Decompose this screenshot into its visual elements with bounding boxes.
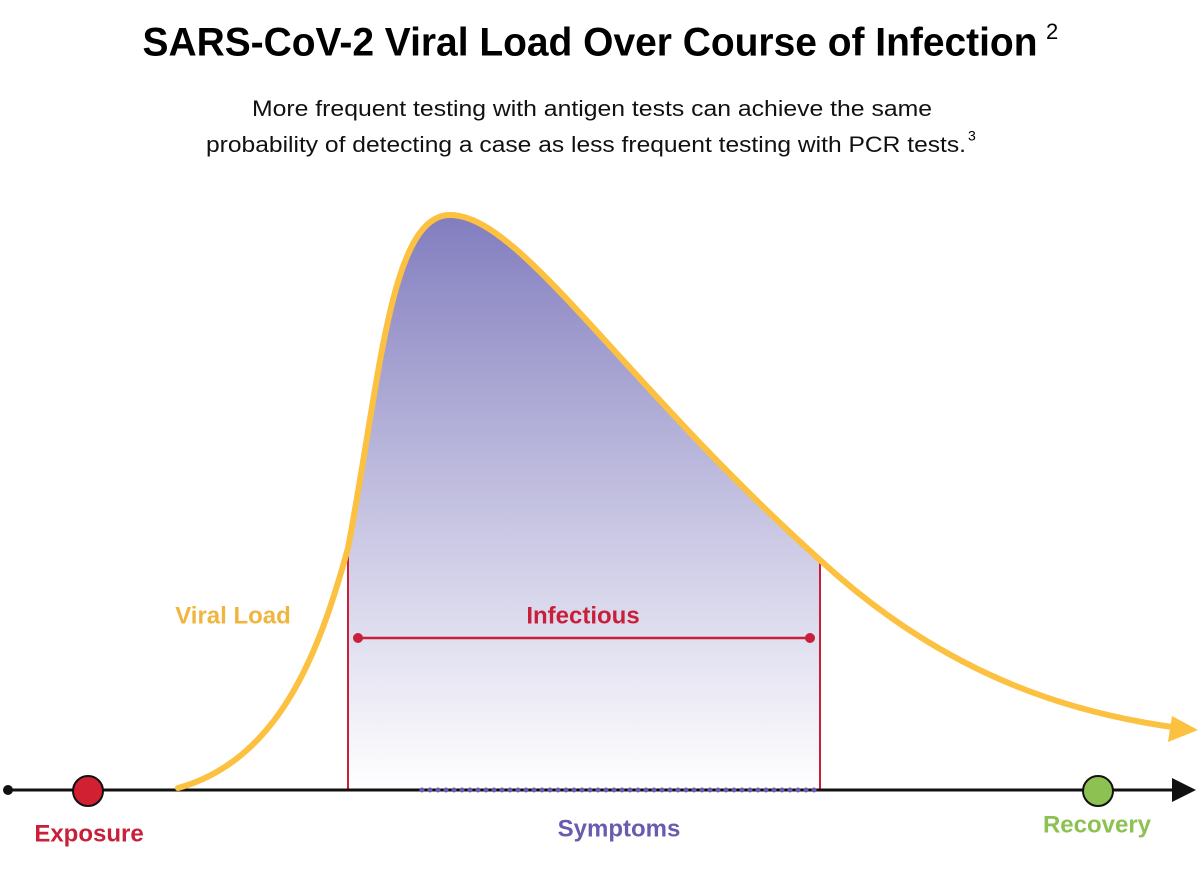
curve-arrow: [1168, 716, 1198, 742]
recovery-label: Recovery: [1043, 811, 1152, 838]
viral-load-label: Viral Load: [175, 602, 291, 629]
timeline-arrow: [1172, 778, 1196, 802]
viral-load-curve: [175, 211, 1183, 791]
subtitle-line: probability of detecting a case as less …: [206, 132, 966, 157]
infectious-label: Infectious: [526, 602, 639, 629]
exposure-dot: [72, 775, 104, 807]
title-note: 2: [1046, 19, 1058, 44]
timeline-start: [3, 785, 13, 795]
symptoms-label: Symptoms: [558, 815, 681, 842]
span-end: [353, 633, 363, 643]
recovery-dot: [1082, 775, 1114, 807]
exposure-label: Exposure: [34, 820, 143, 847]
span-end: [805, 633, 815, 643]
subtitle-note: 3: [968, 128, 976, 144]
subtitle-line: More frequent testing with antigen tests…: [252, 96, 932, 121]
title: SARS-CoV-2 Viral Load Over Course of Inf…: [143, 21, 1038, 65]
